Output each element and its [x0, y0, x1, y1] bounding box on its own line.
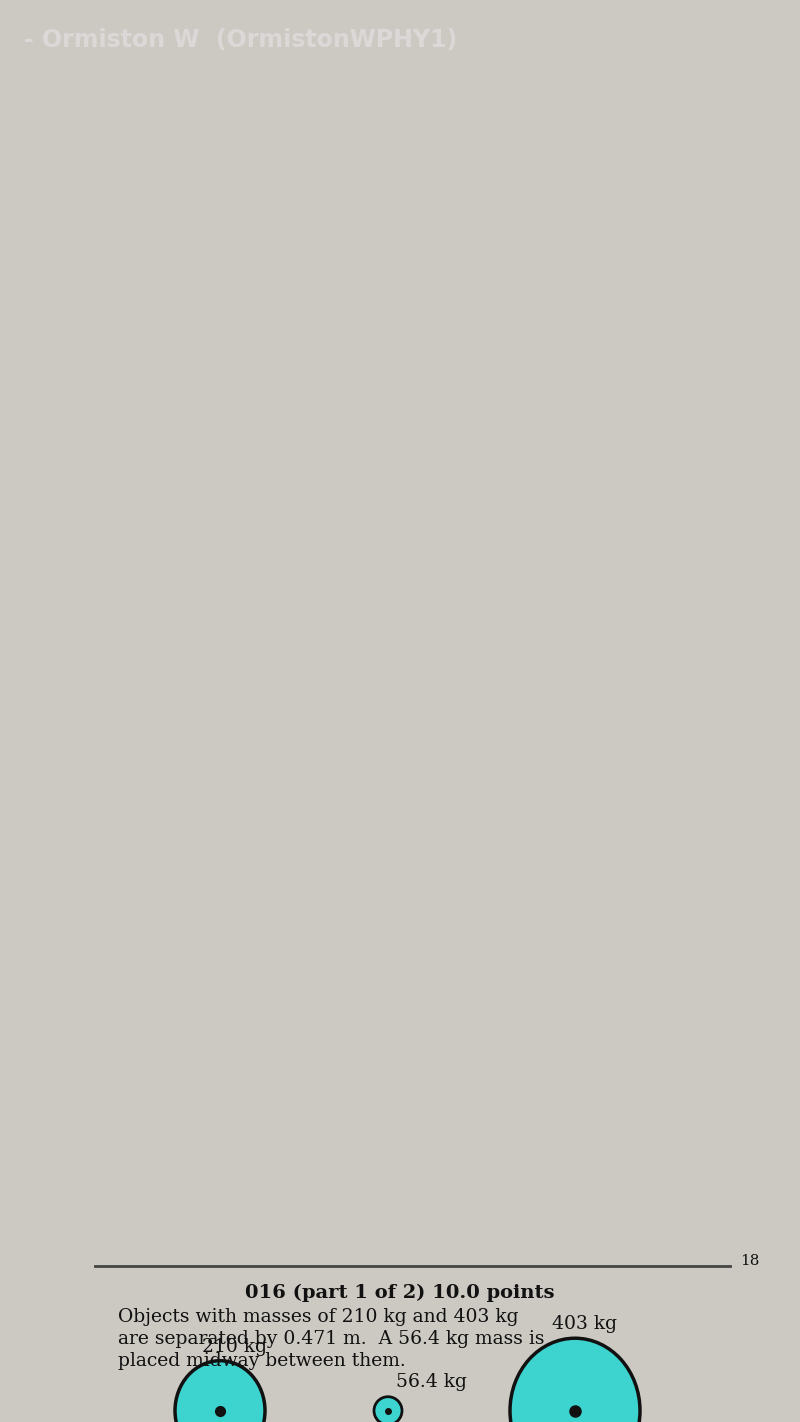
Text: 18: 18: [741, 1254, 760, 1268]
Text: 56.4 kg: 56.4 kg: [396, 1372, 467, 1391]
Text: 210 kg: 210 kg: [202, 1338, 267, 1355]
Circle shape: [374, 1396, 402, 1422]
Ellipse shape: [510, 1338, 640, 1422]
Ellipse shape: [175, 1361, 265, 1422]
Text: are separated by 0.471 m.  A 56.4 kg mass is: are separated by 0.471 m. A 56.4 kg mass…: [118, 1330, 545, 1348]
Text: 016 (part 1 of 2) 10.0 points: 016 (part 1 of 2) 10.0 points: [246, 1284, 554, 1303]
Text: - Ormiston W  (OrmistonWPHY1): - Ormiston W (OrmistonWPHY1): [24, 28, 458, 51]
Text: 403 kg: 403 kg: [553, 1315, 618, 1334]
Text: placed midway between them.: placed midway between them.: [118, 1352, 406, 1369]
Text: Objects with masses of 210 kg and 403 kg: Objects with masses of 210 kg and 403 kg: [118, 1308, 518, 1325]
